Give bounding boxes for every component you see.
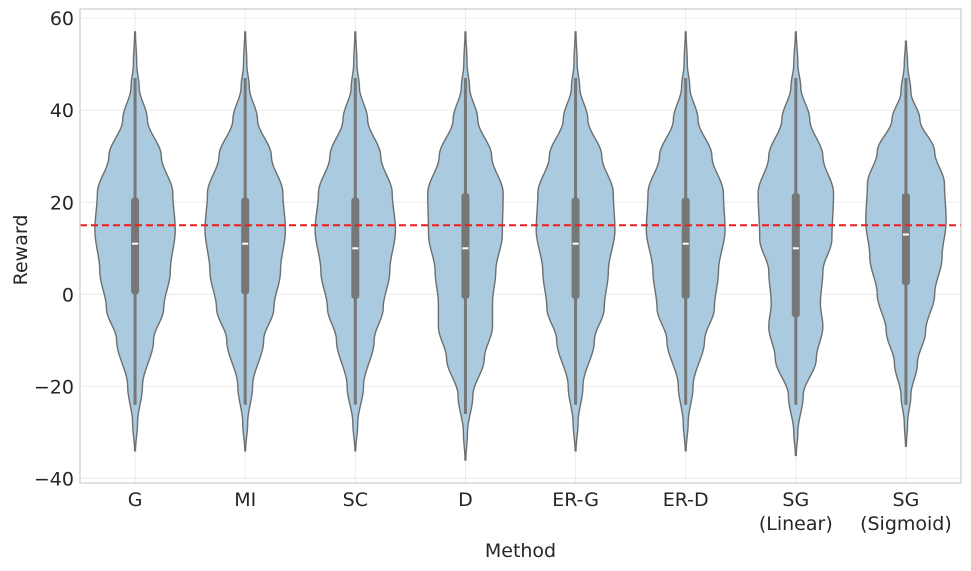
x-tick-label: SG (Sigmoid): [860, 489, 952, 535]
x-axis-label: Method: [485, 540, 556, 562]
x-tick-label-line: (Sigmoid): [860, 513, 952, 535]
x-tick-label-line: ER-D: [663, 489, 709, 511]
x-tick-label: SG (Linear): [759, 489, 833, 535]
x-tick-label-line: SG: [782, 489, 809, 511]
x-tick-label: ER-G: [552, 489, 599, 511]
x-tick-label-line: ER-G: [552, 489, 599, 511]
x-tick-label: MI: [234, 489, 256, 511]
y-tick-label: 0: [62, 284, 74, 306]
x-tick-label: G: [128, 489, 143, 511]
violins: [94, 31, 947, 461]
violin-iqr-box: [461, 193, 470, 299]
x-tick-label: D: [458, 489, 473, 511]
x-tick-label-line: D: [458, 489, 473, 511]
x-tick-label-line: SG: [893, 489, 920, 511]
plot-frame: [79, 8, 962, 484]
x-tick-label-line: SC: [343, 489, 368, 511]
violin-iqr-box: [681, 197, 690, 299]
x-tick-label: ER-D: [663, 489, 709, 511]
violin-iqr-box: [241, 197, 250, 295]
violin-iqr-box: [901, 193, 910, 286]
x-tick-label-line: G: [128, 489, 143, 511]
x-tick-label-line: MI: [234, 489, 256, 511]
y-axis-label: Reward: [10, 215, 32, 286]
y-tick-label: −40: [34, 468, 74, 490]
x-tick-label-line: (Linear): [759, 513, 833, 535]
y-tick-labels: −40 −20 0 20 40 60: [34, 8, 74, 490]
y-tick-label: 60: [50, 8, 74, 30]
y-tick-label: −20: [34, 376, 74, 398]
y-tick-label: 20: [50, 192, 74, 214]
violin-iqr-box: [791, 193, 800, 318]
violin-iqr-box: [131, 197, 140, 295]
x-tick-label: SC: [343, 489, 368, 511]
violin-iqr-box: [571, 197, 580, 299]
x-tick-labels: G MI SC D ER-G ER-D SG (Linear)SG (Sigmoid): [128, 489, 952, 535]
y-tick-label: 40: [50, 100, 74, 122]
